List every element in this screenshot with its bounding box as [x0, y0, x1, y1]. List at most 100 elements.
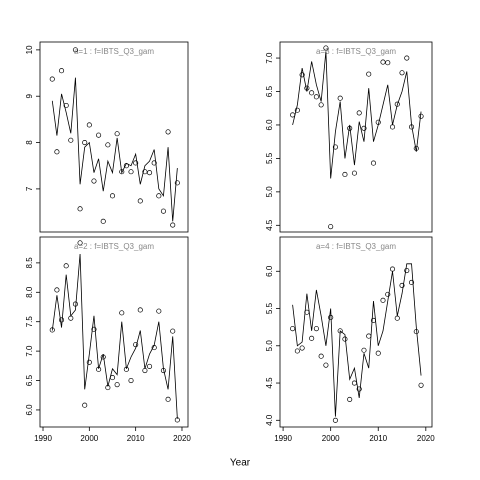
point: [100, 218, 106, 224]
point: [77, 240, 83, 246]
point: [366, 71, 372, 77]
point: [82, 402, 88, 408]
y-tick-label: 5.5: [265, 302, 274, 314]
point: [323, 45, 329, 51]
point: [313, 326, 319, 332]
point: [160, 208, 166, 214]
point: [290, 112, 296, 118]
point: [389, 124, 396, 130]
point: [356, 110, 362, 116]
point: [385, 291, 391, 297]
y-tick-label: 5.0: [265, 186, 274, 198]
point: [77, 206, 83, 212]
y-tick-label: 8.5: [25, 257, 34, 269]
point: [142, 367, 148, 374]
point: [385, 60, 391, 66]
y-tick-label: 6.0: [265, 265, 274, 277]
y-tick-label: 4.5: [265, 377, 274, 389]
point: [309, 90, 315, 96]
y-tick-label: 4.5: [265, 219, 274, 231]
point: [165, 396, 171, 402]
point: [351, 380, 358, 386]
point: [351, 170, 358, 176]
point: [404, 55, 410, 61]
point: [54, 287, 60, 293]
y-tick-label: 4.0: [265, 414, 274, 426]
y-tick-label: 6.0: [25, 404, 34, 416]
panel-border: [39, 41, 189, 233]
y-tick-label: 7.5: [25, 316, 34, 328]
point: [114, 131, 120, 137]
fit-line: [51, 77, 178, 222]
y-tick-label: 7.0: [265, 52, 274, 64]
point: [63, 263, 69, 269]
point: [63, 102, 69, 109]
point: [128, 169, 134, 175]
point: [318, 102, 324, 108]
point: [337, 95, 343, 101]
y-tick-label: 10: [25, 45, 34, 54]
y-tick-label: 6.5: [265, 85, 274, 97]
panel-border: [279, 236, 433, 428]
point: [156, 308, 162, 314]
point: [290, 326, 296, 332]
point: [323, 362, 329, 368]
y-tick-label: 9: [25, 93, 34, 98]
point: [170, 328, 176, 334]
fit-line: [292, 51, 422, 179]
point: [147, 363, 153, 369]
point: [54, 149, 60, 155]
point: [370, 160, 377, 166]
point: [151, 160, 157, 166]
point: [170, 222, 176, 228]
point: [49, 76, 55, 82]
y-tick-label: 8: [25, 140, 34, 145]
y-tick-label: 7.0: [25, 345, 34, 357]
x-tick-label: 2000: [80, 434, 98, 443]
point: [347, 396, 353, 402]
x-tick-label: 2000: [322, 434, 340, 443]
point: [299, 345, 305, 351]
point: [332, 144, 338, 150]
point: [137, 307, 143, 313]
point: [399, 282, 405, 288]
point: [366, 333, 372, 339]
point: [165, 129, 171, 135]
y-tick-label: 7: [25, 186, 34, 191]
point: [389, 266, 396, 272]
point: [318, 353, 324, 359]
point: [328, 224, 334, 230]
y-tick-label: 6.0: [265, 119, 274, 131]
point: [399, 70, 405, 76]
point: [313, 94, 319, 100]
point: [342, 171, 348, 178]
point: [375, 350, 381, 356]
point: [356, 386, 362, 392]
point: [68, 315, 74, 321]
x-tick-label: 2020: [417, 434, 435, 443]
point: [58, 68, 65, 74]
point: [128, 377, 134, 384]
fit-line: [292, 263, 422, 417]
point: [119, 310, 125, 316]
panel-title: a=4 : f=IBTS_Q3_gam: [316, 242, 396, 251]
y-tick-label: 5.5: [265, 152, 274, 164]
point: [68, 137, 74, 143]
point: [156, 193, 162, 199]
point: [58, 317, 65, 323]
x-tick-label: 1990: [274, 434, 292, 443]
point: [408, 279, 415, 286]
point: [418, 382, 424, 388]
point: [332, 417, 338, 423]
point: [404, 267, 410, 274]
y-tick-label: 6.5: [25, 374, 34, 386]
panel-title: a=2 : f=IBTS_Q3_gam: [74, 242, 154, 251]
point: [147, 170, 153, 176]
panel-title: a=1 : f=IBTS_Q3_gam: [74, 47, 154, 56]
point: [105, 142, 111, 148]
point: [294, 107, 300, 113]
point: [361, 125, 367, 131]
x-tick-label: 2010: [369, 434, 387, 443]
x-tick-label: 2010: [127, 434, 145, 443]
